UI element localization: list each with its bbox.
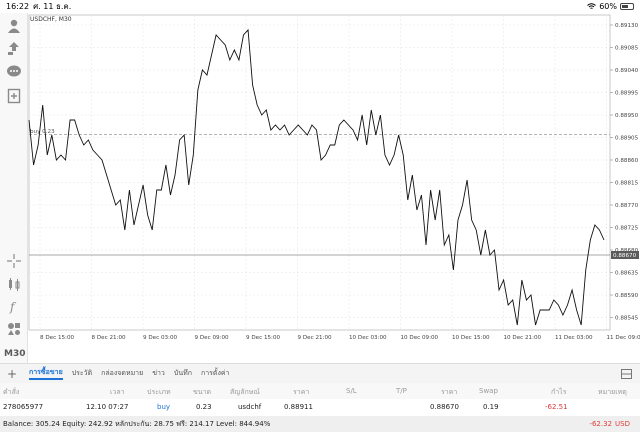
status-right: 60% <box>587 2 634 11</box>
x-tick-label: 10 Dec 15:00 <box>452 335 490 341</box>
chart-symbol: USDCHF, M30 <box>30 16 72 23</box>
current-price-label: 0.88670 <box>613 253 637 259</box>
positions-header: คำสั่ง เวลา ประเภท ขนาด สัญลักษณ์ ราคา S… <box>0 383 640 399</box>
header-time: เวลา <box>110 388 125 396</box>
y-tick-label: 0.88995 <box>615 91 639 97</box>
y-tick-label: 0.88725 <box>615 226 639 232</box>
y-tick-label: 0.88770 <box>615 203 639 209</box>
row-type: buy <box>157 403 171 411</box>
header-sl: S/L <box>346 387 357 395</box>
tab-mailbox[interactable]: กล่องจดหมาย <box>101 369 144 377</box>
header-order: คำสั่ง <box>3 388 20 396</box>
row-price: 0.88911 <box>284 403 313 411</box>
current-price-box <box>611 251 639 259</box>
indicators-icon[interactable]: f <box>5 297 23 315</box>
header-symbol: สัญลักษณ์ <box>230 388 260 396</box>
y-tick-label: 0.88950 <box>615 113 639 119</box>
x-tick-label: 9 Dec 03:00 <box>143 335 178 341</box>
battery-icon <box>620 3 634 10</box>
header-type: ประเภท <box>147 388 171 396</box>
y-tick-label: 0.88860 <box>615 158 639 164</box>
plot-frame <box>28 14 611 331</box>
header-swap: Swap <box>479 387 498 395</box>
x-tick-label: 10 Dec 21:00 <box>504 335 542 341</box>
y-tick-label: 0.88545 <box>615 316 639 322</box>
y-tick-label: 0.88905 <box>615 136 639 142</box>
header-tp: T/P <box>396 387 407 395</box>
y-tick-label: 0.88635 <box>615 271 639 277</box>
status-time: 16:22 <box>6 2 30 11</box>
header-profit: กำไร <box>551 388 567 396</box>
x-tick-label: 9 Dec 21:00 <box>298 335 333 341</box>
header-price: ราคา <box>293 388 310 396</box>
header-size: ขนาด <box>193 388 212 396</box>
x-tick-label: 11 Dec 09:00 <box>607 335 640 341</box>
trade-icon[interactable] <box>5 39 23 57</box>
row-cur-price: 0.88670 <box>430 403 459 411</box>
tab-journal[interactable]: บันทึก <box>173 369 192 377</box>
row-symbol: usdchf <box>238 403 262 411</box>
price-chart[interactable]: 0.89130 0.89085 0.89040 0.88995 0.88950 0.889… <box>28 13 640 363</box>
x-tick-label: 10 Dec 09:00 <box>401 335 439 341</box>
layout-icon[interactable] <box>621 368 632 379</box>
row-size: 0.23 <box>196 403 212 411</box>
balance-currency: USD <box>615 420 630 428</box>
tab-news[interactable]: ข่าว <box>152 369 165 377</box>
battery-percent: 60% <box>599 2 617 11</box>
balance-bar: Balance: 305.24 Equity: 242.92 หลักประกั… <box>0 416 640 432</box>
row-time: 12.10 07:27 <box>86 403 129 411</box>
status-bar: 16:22 ศ. 11 ธ.ค. 60% <box>0 0 640 13</box>
chart-svg: 0.89130 0.89085 0.89040 0.88995 0.88950 0.889… <box>28 14 640 341</box>
add-icon[interactable]: + <box>7 366 18 381</box>
y-tick-label: 0.89130 <box>615 23 639 29</box>
x-tick-label: 9 Dec 09:00 <box>195 335 230 341</box>
y-tick-label: 0.88815 <box>615 181 639 187</box>
position-row[interactable]: 278065977 12.10 07:27 buy 0.23 usdchf 0.… <box>0 399 640 416</box>
balance-total: -62.32 <box>589 420 613 428</box>
status-date: ศ. 11 ธ.ค. <box>33 2 72 11</box>
header-comment: หมายเหตุ <box>598 388 627 396</box>
chat-icon[interactable] <box>5 63 23 81</box>
battery-level <box>622 5 628 8</box>
row-swap: 0.19 <box>483 403 499 411</box>
account-icon[interactable] <box>5 17 23 35</box>
header-cur-price: ราคา <box>441 388 458 396</box>
x-tick-label: 9 Dec 15:00 <box>246 335 281 341</box>
terminal-tabs: + การซื้อขาย ประวัติ กล่องจดหมาย ข่าว บั… <box>0 363 640 383</box>
timeframe-label[interactable]: M30 <box>4 349 26 359</box>
new-order-icon[interactable] <box>5 87 23 105</box>
x-tick-label: 11 Dec 03:00 <box>555 335 593 341</box>
row-order: 278065977 <box>3 403 44 411</box>
crosshair-icon[interactable] <box>5 252 23 270</box>
y-tick-label: 0.89040 <box>615 68 639 74</box>
y-tick-label: 0.88590 <box>615 293 639 299</box>
x-tick-label: 10 Dec 03:00 <box>349 335 387 341</box>
bottom-area <box>0 432 640 447</box>
price-series-line <box>28 28 605 326</box>
y-tick-label: 0.89085 <box>615 46 639 52</box>
objects-icon[interactable] <box>5 320 23 338</box>
tab-settings[interactable]: การตั้งค่า <box>200 369 230 377</box>
chart-type-icon[interactable] <box>5 275 23 293</box>
x-tick-label: 8 Dec 21:00 <box>92 335 127 341</box>
left-toolbar: f M30 <box>0 13 28 363</box>
x-tick-label: 8 Dec 15:00 <box>40 335 75 341</box>
balance-text: Balance: 305.24 Equity: 242.92 หลักประกั… <box>3 419 271 428</box>
svg-text:f: f <box>9 300 17 314</box>
tab-history[interactable]: ประวัติ <box>71 369 93 377</box>
buy-price-label: buy 0.23 <box>30 129 55 135</box>
wifi-icon <box>587 3 597 9</box>
tab-trade[interactable]: การซื้อขาย <box>29 367 63 380</box>
row-profit: -62.51 <box>545 403 568 411</box>
